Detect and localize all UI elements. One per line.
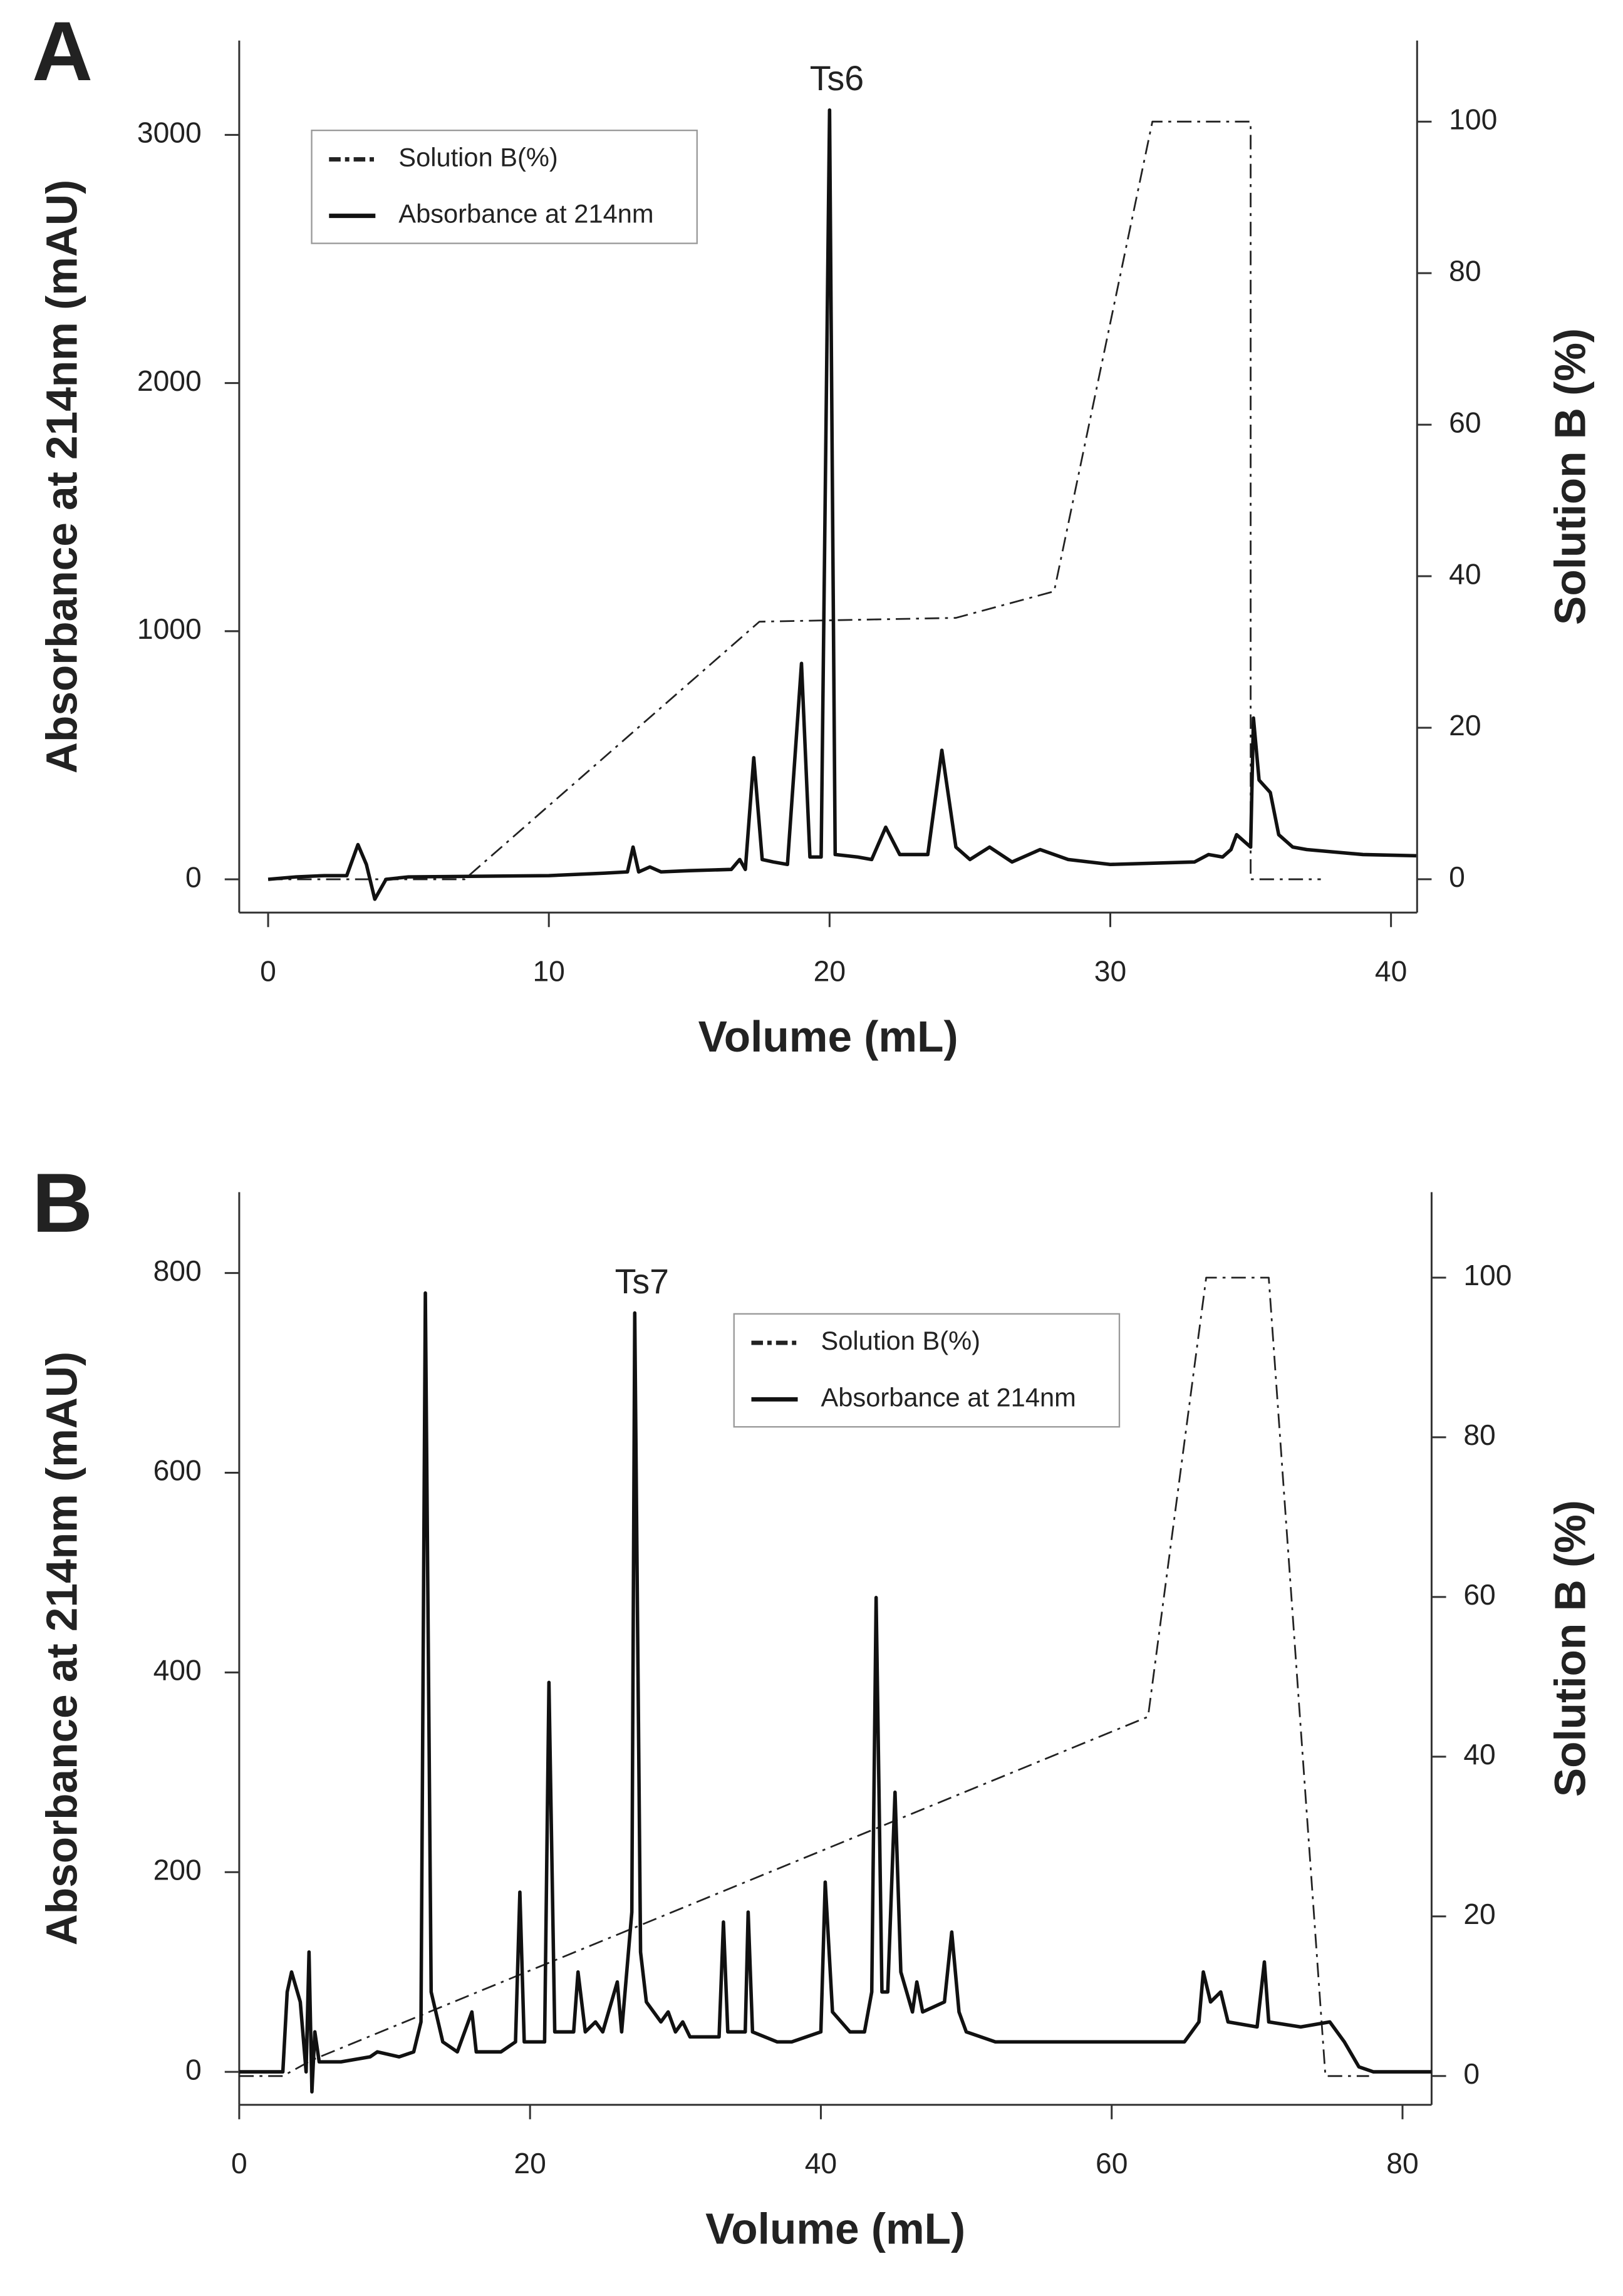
y2-tick-label: 40 xyxy=(1463,1738,1495,1771)
x-tick-label: 30 xyxy=(1094,955,1126,988)
y-axis-label: Absorbance at 214nm (mAU) xyxy=(38,180,86,773)
data-line xyxy=(267,108,1417,901)
panel-label: B xyxy=(32,1157,93,1250)
y-tick-label: 3000 xyxy=(137,116,202,149)
y-tick-label: 400 xyxy=(153,1654,202,1687)
legend-label: Absorbance at 214nm xyxy=(821,1382,1076,1412)
x-axis-label: Volume (mL) xyxy=(698,1012,958,1061)
y-tick-label: 0 xyxy=(185,2053,202,2086)
y2-axis-label: Solution B (%) xyxy=(1545,328,1594,625)
x-tick-label: 20 xyxy=(814,955,846,988)
legend-box xyxy=(733,1313,1121,1428)
y2-tick-label: 80 xyxy=(1449,254,1481,287)
y2-tick-label: 0 xyxy=(1449,861,1465,893)
y-tick-label: 2000 xyxy=(137,365,202,397)
legend-box xyxy=(311,130,698,244)
data-line xyxy=(239,1291,1432,2094)
panel: A 0 10 20 30 40 0 1000 2000 3000 0 20 40 60 80 100 Volum… xyxy=(32,5,1594,1061)
y2-tick-label: 20 xyxy=(1463,1898,1495,1930)
annotation: Ts7 xyxy=(615,1262,669,1301)
data-line xyxy=(239,1276,1369,2077)
legend-label: Solution B(%) xyxy=(821,1326,981,1355)
y2-tick-label: 40 xyxy=(1449,557,1481,590)
y2-tick-label: 100 xyxy=(1463,1259,1512,1291)
x-tick-label: 80 xyxy=(1386,2147,1418,2180)
x-tick-label: 20 xyxy=(514,2147,546,2180)
y2-tick-label: 20 xyxy=(1449,709,1481,742)
y-tick-label: 200 xyxy=(153,1853,202,1886)
x-tick-label: 40 xyxy=(1375,955,1407,988)
x-tick-label: 40 xyxy=(805,2147,837,2180)
x-tick-label: 60 xyxy=(1096,2147,1128,2180)
data-line xyxy=(268,120,1321,881)
panel-label: A xyxy=(32,5,93,98)
y2-tick-label: 0 xyxy=(1463,2057,1480,2090)
x-tick-label: 10 xyxy=(532,955,564,988)
y-tick-label: 0 xyxy=(185,861,202,893)
panel: B0 20 40 60 800200400600800020406080100Volum… xyxy=(32,1157,1594,2253)
y-tick-label: 1000 xyxy=(137,613,202,645)
x-axis-label: Volume (mL) xyxy=(705,2205,965,2253)
y-tick-label: 600 xyxy=(153,1454,202,1487)
y2-tick-label: 60 xyxy=(1463,1578,1495,1611)
y2-tick-label: 100 xyxy=(1449,103,1497,135)
annotation: Ts6 xyxy=(810,59,864,98)
y2-axis-label: Solution B (%) xyxy=(1545,1500,1594,1797)
x-tick-label: 0 xyxy=(231,2147,247,2180)
y2-tick-label: 60 xyxy=(1449,406,1481,438)
legend-label: Solution B(%) xyxy=(398,142,558,172)
x-tick-label: 0 xyxy=(260,955,276,988)
legend-label: Absorbance at 214nm xyxy=(398,199,653,229)
y-tick-label: 800 xyxy=(153,1254,202,1287)
y2-tick-label: 80 xyxy=(1463,1419,1495,1451)
y-axis-label: Absorbance at 214nm (mAU) xyxy=(38,1352,86,1945)
